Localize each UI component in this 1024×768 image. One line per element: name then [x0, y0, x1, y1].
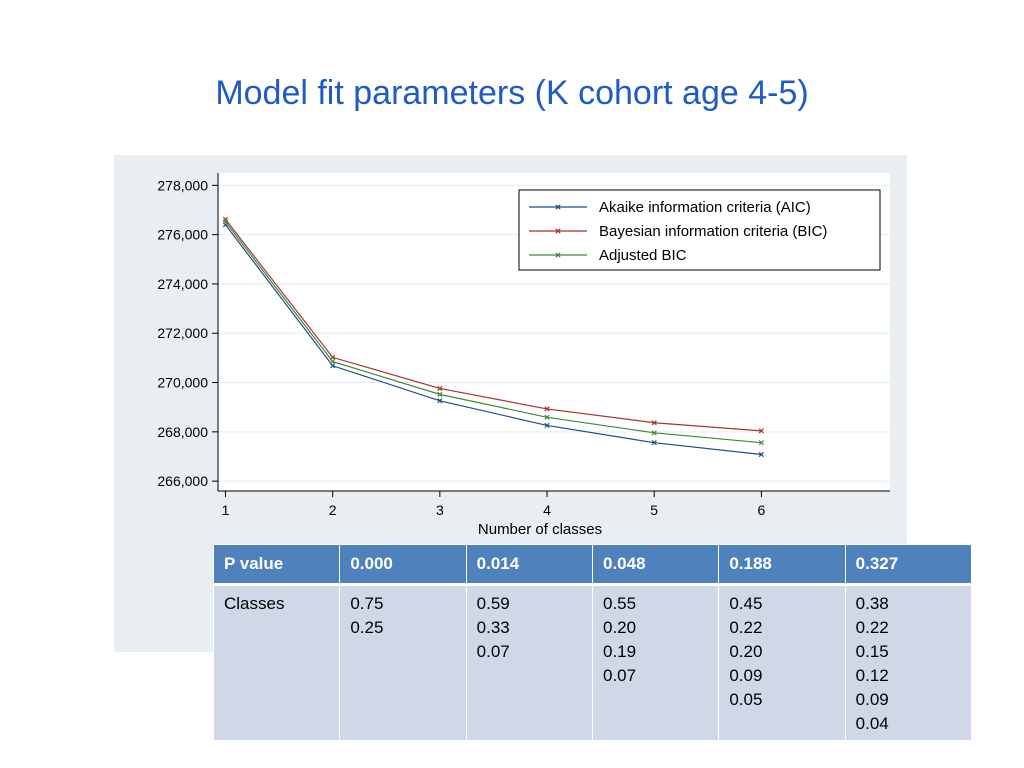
header-cell: 0.048	[591, 544, 720, 586]
x-tick-label: 6	[757, 502, 765, 518]
legend-marker	[555, 228, 561, 234]
class-proportion: 0.12	[855, 666, 889, 685]
class-proportion: 0.07	[476, 642, 510, 661]
data-point	[651, 420, 657, 426]
series-line	[225, 221, 762, 444]
classes-cell: 0.45 0.22 0.20 0.09 0.05	[718, 584, 846, 741]
classes-cell: 0.75 0.25	[339, 584, 467, 741]
x-axis-title: Number of classes	[478, 521, 602, 538]
header-cell: 0.327	[844, 544, 973, 586]
classes-cell: 0.38 0.22 0.15 0.12 0.09 0.04	[844, 584, 973, 741]
legend-label: Bayesian information criteria (BIC)	[599, 223, 827, 240]
header-cell: 0.000	[339, 544, 467, 586]
class-proportion: 0.25	[350, 618, 384, 637]
x-tick-label: 2	[329, 502, 337, 518]
class-proportion: 0.59	[476, 594, 510, 613]
y-tick-label: 274,000	[157, 276, 208, 292]
p-value-table: P value 0.000 0.014 0.048 0.188 0.327 Cl…	[212, 544, 973, 741]
class-proportion: 0.04	[855, 714, 889, 733]
data-point	[544, 422, 550, 429]
y-tick-label: 270,000	[157, 375, 208, 391]
y-tick-label: 278,000	[157, 177, 208, 193]
class-proportion: 0.20	[729, 642, 763, 661]
legend-label: Akaike information criteria (AIC)	[599, 199, 811, 216]
x-tick-label: 5	[650, 502, 658, 518]
class-proportion: 0.09	[855, 690, 889, 709]
data-point	[222, 219, 229, 225]
line-chart: 266,000 268,000 270,000 272,000 274,000 276,0…	[157, 173, 890, 538]
data-point	[544, 414, 550, 420]
class-proportion: 0.05	[729, 690, 763, 709]
class-proportion: 0.07	[602, 666, 637, 685]
classes-cell: 0.55 0.20 0.19 0.07	[591, 584, 720, 741]
data-point	[437, 391, 443, 397]
class-proportion: 0.45	[729, 594, 763, 613]
data-point	[330, 358, 336, 365]
data-point	[651, 430, 657, 436]
class-proportion: 0.55	[602, 594, 637, 613]
series-line	[225, 224, 762, 456]
x-tick-label: 4	[543, 502, 551, 518]
header-cell: 0.014	[465, 544, 593, 586]
class-proportion: 0.22	[729, 618, 763, 637]
class-proportion: 0.22	[855, 618, 889, 637]
y-tick-label: 272,000	[157, 325, 208, 341]
data-point	[758, 451, 765, 458]
header-cell: P value	[212, 544, 341, 586]
data-point	[758, 428, 765, 434]
legend-label: Adjusted BIC	[599, 247, 687, 264]
class-proportion: 0.38	[855, 594, 889, 613]
legend-box	[518, 189, 881, 271]
y-tick-label: 268,000	[157, 424, 208, 440]
y-tick-label: 266,000	[157, 473, 208, 489]
table-row: Classes 0.75 0.25 0.59 0.33 0.07 0.55 0.…	[212, 584, 973, 741]
class-proportion: 0.15	[855, 642, 889, 661]
data-point	[544, 406, 550, 412]
table-header-row: P value 0.000 0.014 0.048 0.188 0.327	[212, 544, 973, 586]
class-proportion: 0.19	[602, 642, 637, 661]
x-tick-label: 3	[436, 502, 444, 518]
class-proportion: 0.75	[350, 594, 384, 613]
row-label-cell: Classes	[212, 584, 341, 741]
data-point	[437, 385, 443, 392]
legend-marker	[555, 252, 561, 258]
data-point	[758, 440, 765, 446]
data-point	[330, 363, 336, 369]
x-tick-label: 1	[222, 502, 230, 518]
classes-cell: 0.59 0.33 0.07	[465, 584, 593, 741]
class-proportion: 0.09	[729, 666, 763, 685]
series-line	[225, 218, 762, 432]
slide-title: Model fit parameters (K cohort age 4-5)	[215, 74, 809, 112]
data-point	[651, 440, 657, 446]
legend-marker	[555, 204, 561, 210]
y-tick-label: 276,000	[157, 227, 208, 243]
data-point	[437, 398, 443, 404]
class-proportion: 0.20	[602, 618, 637, 637]
class-proportion: 0.33	[476, 618, 510, 637]
header-cell: 0.188	[718, 544, 846, 586]
